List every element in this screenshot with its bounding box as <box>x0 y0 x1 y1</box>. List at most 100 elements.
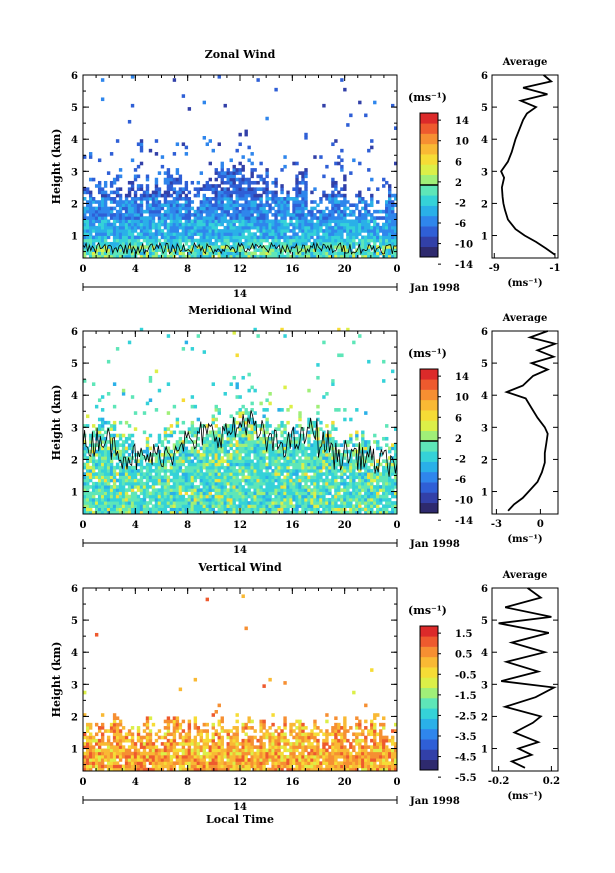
heatmap-cell <box>247 388 251 393</box>
heatmap-cell <box>292 472 296 476</box>
heatmap-cell <box>286 251 290 256</box>
heatmap-cell <box>283 203 287 208</box>
average-y-tick-label: 5 <box>481 103 488 114</box>
heatmap-cell <box>145 504 150 508</box>
heatmap-cell <box>391 485 395 489</box>
heatmap-cell <box>202 485 207 489</box>
heatmap-cell <box>106 251 111 256</box>
heatmap-cell <box>340 507 344 512</box>
heatmap-cell <box>322 219 326 224</box>
heatmap-cell <box>151 251 156 256</box>
heatmap-cell <box>247 491 251 496</box>
heatmap-cell <box>202 251 207 256</box>
heatmap-cell <box>370 193 374 198</box>
heatmap-cell <box>313 245 317 249</box>
heatmap-cell <box>109 184 114 188</box>
heatmap-cell <box>337 327 341 332</box>
heatmap-cell <box>115 446 120 451</box>
heatmap-cell <box>91 456 96 460</box>
heatmap-cell <box>277 465 281 470</box>
heatmap-cell <box>370 145 374 150</box>
heatmap-cell <box>211 420 215 425</box>
heatmap-cell <box>91 433 96 438</box>
heatmap-cell <box>205 180 209 185</box>
heatmap-cell <box>217 200 221 204</box>
heatmap-cell <box>106 472 111 476</box>
heatmap-cell <box>100 241 105 246</box>
heatmap-cell <box>394 478 398 483</box>
heatmap-cell <box>83 248 87 252</box>
heatmap-cell <box>385 485 389 489</box>
heatmap-cell <box>391 200 395 204</box>
heatmap-cell <box>259 209 263 214</box>
heatmap-cell <box>364 449 368 454</box>
heatmap-cell <box>205 488 209 492</box>
heatmap-cell <box>148 478 153 483</box>
heatmap-cell <box>316 459 320 464</box>
heatmap-cell <box>265 494 269 499</box>
heatmap-cell <box>151 203 156 208</box>
heatmap-cell <box>313 462 317 467</box>
heatmap-cell <box>313 491 317 496</box>
heatmap-cell <box>394 193 398 198</box>
heatmap-cell <box>256 504 260 508</box>
heatmap-cell <box>283 164 287 169</box>
heatmap-cell <box>247 206 251 211</box>
heatmap-cell <box>388 254 392 259</box>
heatmap-cell <box>361 206 365 211</box>
heatmap-cell <box>271 462 275 467</box>
heatmap-cell <box>136 472 141 476</box>
heatmap-cell <box>253 504 257 508</box>
heatmap-cell <box>166 469 171 473</box>
heatmap-cell <box>244 197 248 201</box>
heatmap-cell <box>334 459 338 464</box>
heatmap-cell <box>109 213 114 217</box>
heatmap-cell <box>304 197 308 201</box>
heatmap-cell <box>289 491 293 496</box>
heatmap-cell <box>313 465 317 470</box>
heatmap-cell <box>121 245 126 249</box>
heatmap-cell <box>199 203 204 208</box>
heatmap-cell <box>247 187 251 191</box>
heatmap-cell <box>244 222 248 227</box>
heatmap-cell <box>340 254 344 259</box>
heatmap-cell <box>103 219 108 224</box>
heatmap-cell <box>130 75 135 79</box>
heatmap-cell <box>187 232 192 236</box>
heatmap-cell <box>187 209 192 214</box>
heatmap-cell <box>184 485 189 489</box>
heatmap-cell <box>121 465 126 470</box>
heatmap-cell <box>136 245 141 249</box>
heatmap-cell <box>316 491 320 496</box>
heatmap-cell <box>361 507 365 512</box>
heatmap-cell <box>250 478 254 483</box>
heatmap-cell <box>373 440 377 444</box>
heatmap-cell <box>133 469 138 473</box>
heatmap-cell <box>277 440 281 444</box>
heatmap-cell <box>268 491 272 496</box>
heatmap-cell <box>115 229 120 233</box>
heatmap-cell <box>142 465 147 470</box>
heatmap-cell <box>376 497 380 502</box>
heatmap-cell <box>184 241 189 246</box>
heatmap-cell <box>196 248 201 252</box>
heatmap-cell <box>190 420 195 425</box>
heatmap-cell <box>94 248 99 252</box>
heatmap-cell <box>337 469 341 473</box>
heatmap-cell <box>83 229 87 233</box>
heatmap-cell <box>109 424 114 428</box>
heatmap-cell <box>295 449 299 454</box>
heatmap-cell <box>274 225 278 230</box>
heatmap-cell <box>280 420 284 425</box>
heatmap-cell <box>127 424 132 428</box>
heatmap-cell <box>322 190 326 195</box>
heatmap-cell <box>304 510 308 515</box>
heatmap-cell <box>280 507 284 512</box>
colorbar-tick-label: 2 <box>455 434 462 445</box>
heatmap-cell <box>139 248 144 252</box>
heatmap-cell <box>280 478 284 483</box>
heatmap-cell <box>271 501 275 505</box>
heatmap-cell <box>331 485 335 489</box>
heatmap-cell <box>295 184 299 188</box>
heatmap-cell <box>91 491 96 496</box>
